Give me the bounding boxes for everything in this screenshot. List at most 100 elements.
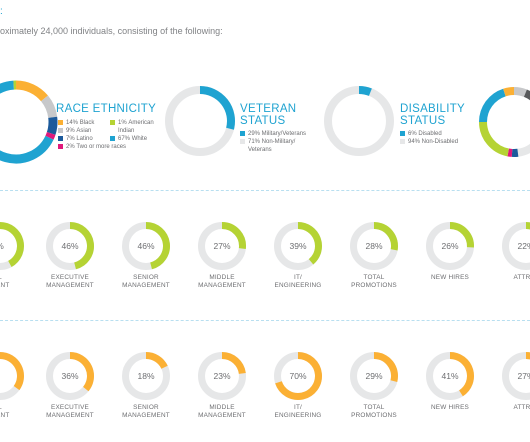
metric-percent: 18% bbox=[137, 371, 155, 381]
metric-donut-graphic bbox=[274, 352, 322, 400]
metric-donut-graphic bbox=[350, 222, 398, 270]
metric-label-line2: MANAGEMENT bbox=[46, 412, 94, 419]
swatch-blue bbox=[400, 131, 405, 136]
metric-percent: 27% bbox=[213, 241, 231, 251]
metric-donut: 29% bbox=[349, 351, 399, 401]
metric-label: EXECUTIVE MANAGEMENT bbox=[35, 404, 105, 420]
metric-label-line2: MANAGEMENT bbox=[198, 282, 246, 289]
metric-label: NEW HIRES bbox=[415, 404, 485, 412]
disability-status-donut bbox=[324, 86, 394, 156]
metric-value-arc bbox=[69, 352, 94, 392]
legend-item-non-disabled: 94% Non-Disabled bbox=[400, 138, 458, 146]
swatch-gray bbox=[400, 139, 405, 144]
metric-percent: 22% bbox=[517, 241, 530, 251]
metric-label-line2: MANAGEMENT bbox=[122, 412, 170, 419]
veteran-value-arc bbox=[199, 86, 235, 130]
metric-label-line1: EXECUTIVE bbox=[50, 404, 90, 411]
legend-item-black: 14% Black bbox=[58, 119, 110, 127]
metric-label-line2: ENGINEERING bbox=[274, 412, 322, 419]
metric-label-line2: MANAGEMENT bbox=[46, 282, 94, 289]
metric-value-arc bbox=[373, 222, 398, 251]
disability-title-line1: DISABILITY bbox=[400, 103, 465, 115]
swatch-blue bbox=[110, 136, 115, 141]
disability-title-line2: STATUS bbox=[400, 115, 446, 127]
edge-segment-gray bbox=[513, 87, 527, 97]
metric-label: LMENT bbox=[0, 274, 35, 290]
veteran-status-title: VETERAN STATUS bbox=[240, 103, 296, 127]
metric-label: NEW HIRES bbox=[415, 274, 485, 282]
metric-label-line1: MIDDLE bbox=[209, 274, 235, 281]
legend-label: American bbox=[128, 120, 154, 126]
metric-donut-graphic bbox=[350, 352, 398, 400]
legend-pct: 14% bbox=[66, 120, 79, 126]
section-heading-fragment: : bbox=[0, 6, 3, 17]
metric-percent: 46% bbox=[61, 241, 79, 251]
metric-percent: 26% bbox=[441, 241, 459, 251]
metric-donut-graphic bbox=[46, 352, 94, 400]
disability-value-arc bbox=[358, 86, 372, 96]
metric-value-arc bbox=[525, 222, 530, 230]
disability-status-title: DISABILITY STATUS bbox=[400, 103, 465, 127]
metric-percent: 23% bbox=[213, 371, 231, 381]
legend-pct: 9% bbox=[66, 128, 75, 134]
legend-item-two-or-more: 2% Two or more races bbox=[58, 143, 160, 151]
metric-label: LMENT bbox=[0, 404, 35, 420]
metric-label: SENIOR MANAGEMENT bbox=[111, 274, 181, 290]
swatch-gray bbox=[240, 139, 245, 144]
swatch-pink bbox=[58, 144, 63, 149]
metric-value-arc bbox=[145, 352, 168, 369]
metric-value-arc bbox=[0, 352, 24, 391]
metric-percent: 27% bbox=[517, 371, 530, 381]
metric-donut: 70% bbox=[273, 351, 323, 401]
metric-label-line2: PROMOTIONS bbox=[351, 282, 397, 289]
edge-segment-dark bbox=[523, 89, 530, 101]
metric-donut-graphic bbox=[502, 352, 530, 400]
metric-label-line2: MANAGEMENT bbox=[122, 282, 170, 289]
swatch-blue bbox=[240, 131, 245, 136]
metric-donut-graphic bbox=[0, 352, 24, 400]
veteran-title-line1: VETERAN bbox=[240, 103, 297, 115]
legend-pct: 2% bbox=[66, 144, 75, 150]
metric-label: EXECUTIVE MANAGEMENT bbox=[35, 274, 105, 290]
metric-donut-graphic bbox=[122, 352, 170, 400]
metric-donut: 41% bbox=[425, 351, 475, 401]
metric-label: IT/ENGINEERING bbox=[263, 274, 333, 290]
metric-label-line2: MENT bbox=[0, 412, 10, 419]
swatch-gray bbox=[58, 128, 63, 133]
edge-segment-orange bbox=[503, 87, 515, 97]
metric-label-line1: L bbox=[0, 274, 35, 282]
metric-label-line2: MANAGEMENT bbox=[198, 412, 246, 419]
metric-donut: 26% bbox=[425, 221, 475, 271]
metric-value-arc bbox=[275, 352, 322, 400]
metric-label: ATTRITI bbox=[491, 274, 530, 282]
metric-donut: 18% bbox=[121, 351, 171, 401]
legend-pct: 7% bbox=[66, 136, 75, 142]
metric-donut: 39% bbox=[273, 221, 323, 271]
disability-status-legend: 6% Disabled 94% Non-Disabled bbox=[400, 130, 458, 146]
metric-percent: 28% bbox=[365, 241, 383, 251]
metric-percent: % bbox=[0, 221, 25, 271]
metric-label-line1: TOTAL bbox=[363, 404, 385, 411]
metric-donut: 27% bbox=[197, 221, 247, 271]
metric-label-line1: ATTRITI bbox=[513, 404, 530, 411]
metric-label-line1: IT/ bbox=[293, 274, 303, 281]
legend-item-american-indian: 1% American Indian bbox=[110, 119, 160, 135]
legend-label: Two or more races bbox=[76, 144, 127, 150]
metric-donut-graphic bbox=[198, 222, 246, 270]
legend-label: White bbox=[131, 136, 148, 142]
metric-donut bbox=[0, 351, 25, 401]
veteran-title-line2: STATUS bbox=[240, 115, 286, 127]
metric-donut-graphic bbox=[198, 352, 246, 400]
metric-percent: 70% bbox=[289, 371, 307, 381]
legend-item-non-military: 71% Non-Military/Veterans bbox=[240, 138, 306, 154]
metric-percent: 41% bbox=[441, 371, 459, 381]
metric-value-arc bbox=[0, 222, 24, 268]
metric-label-line1: NEW HIRES bbox=[430, 404, 470, 411]
legend-label-line2: Indian bbox=[118, 128, 135, 134]
metric-donut: 22% bbox=[501, 221, 530, 271]
metric-donut-graphic bbox=[0, 222, 24, 270]
race-segment-two-or-more bbox=[45, 131, 56, 140]
race-segment-latino bbox=[46, 116, 58, 135]
metric-percent: 39% bbox=[289, 241, 307, 251]
section-divider bbox=[0, 320, 530, 321]
